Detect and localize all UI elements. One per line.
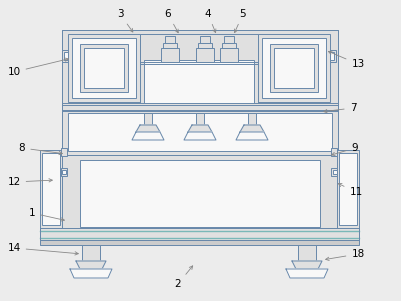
Bar <box>262 38 326 98</box>
Bar <box>224 36 234 43</box>
Bar <box>68 113 332 151</box>
Bar <box>200 36 210 43</box>
Text: 9: 9 <box>332 143 358 156</box>
Bar <box>62 110 338 155</box>
Bar <box>140 34 258 105</box>
Bar <box>198 43 212 48</box>
Bar <box>331 168 337 176</box>
Bar <box>330 50 336 62</box>
Bar <box>339 153 357 225</box>
Text: 7: 7 <box>324 103 356 113</box>
Polygon shape <box>184 132 216 140</box>
Bar <box>248 113 256 125</box>
Polygon shape <box>236 132 268 140</box>
Polygon shape <box>70 269 112 278</box>
Bar <box>298 245 316 261</box>
Bar <box>61 148 67 156</box>
Bar <box>62 103 338 111</box>
Text: 13: 13 <box>328 51 365 69</box>
Bar <box>62 155 338 230</box>
Text: 11: 11 <box>338 184 363 197</box>
Bar <box>330 52 334 60</box>
Bar <box>64 52 68 60</box>
Text: 8: 8 <box>19 143 62 155</box>
Bar <box>333 170 337 174</box>
Bar <box>62 30 338 230</box>
Bar <box>68 34 140 102</box>
Text: 5: 5 <box>235 9 246 33</box>
Bar <box>61 168 67 176</box>
Bar <box>220 48 238 62</box>
Bar <box>40 228 359 240</box>
Polygon shape <box>240 125 264 132</box>
Polygon shape <box>76 261 106 269</box>
Bar <box>274 48 314 88</box>
Bar <box>62 30 338 105</box>
Bar <box>62 170 66 174</box>
Polygon shape <box>286 269 328 278</box>
Text: 6: 6 <box>165 9 178 33</box>
Bar <box>196 48 214 62</box>
Bar <box>80 160 320 227</box>
Bar <box>144 60 254 104</box>
Text: 14: 14 <box>7 243 78 255</box>
Text: 2: 2 <box>175 266 192 289</box>
Bar <box>258 34 330 102</box>
Polygon shape <box>188 125 212 132</box>
Polygon shape <box>136 125 160 132</box>
Bar <box>165 36 175 43</box>
Bar <box>80 44 128 92</box>
Text: 12: 12 <box>7 177 52 187</box>
Bar <box>337 150 359 228</box>
Bar <box>62 50 68 62</box>
Bar <box>144 113 152 125</box>
Bar <box>161 48 179 62</box>
Bar <box>72 38 136 98</box>
Bar <box>270 44 318 92</box>
Bar <box>40 240 359 245</box>
Bar <box>84 48 124 88</box>
Polygon shape <box>292 261 322 269</box>
Bar <box>196 113 204 125</box>
Bar <box>40 228 359 240</box>
Bar <box>331 148 337 156</box>
Text: 18: 18 <box>326 249 365 260</box>
Bar <box>82 245 100 261</box>
Bar <box>222 43 236 48</box>
Text: 10: 10 <box>8 58 69 77</box>
Text: 3: 3 <box>117 9 133 32</box>
Polygon shape <box>132 132 164 140</box>
Bar <box>163 43 177 48</box>
Bar <box>42 153 60 225</box>
Text: 4: 4 <box>205 9 216 33</box>
Text: 1: 1 <box>29 208 65 221</box>
Bar <box>40 150 62 228</box>
